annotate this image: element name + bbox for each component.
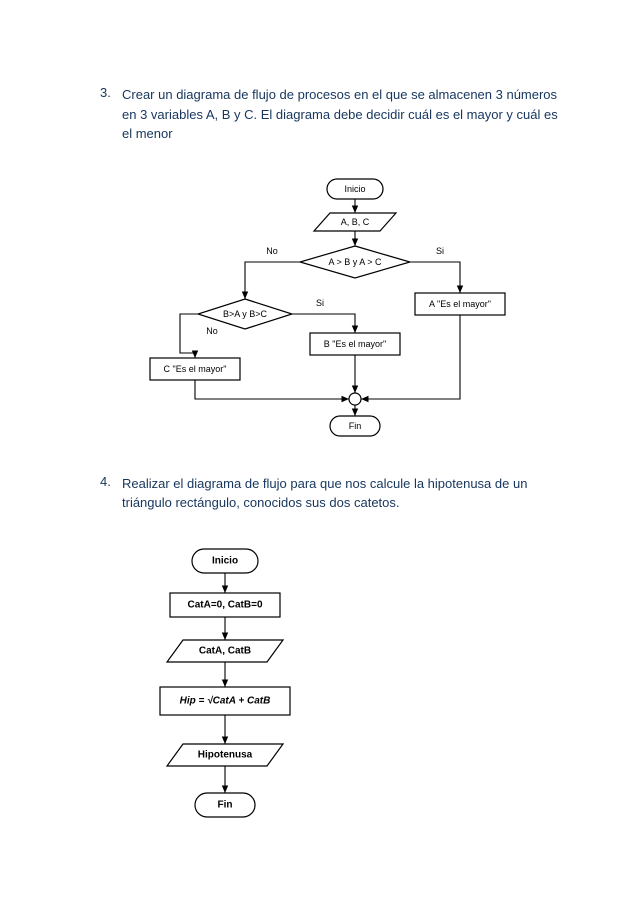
- svg-text:B "Es el mayor": B "Es el mayor": [324, 339, 386, 349]
- flowchart-1: Si No Si No Inicio A, B, C A > B y A > C A "Es …: [140, 174, 520, 444]
- flowchart-1-wrap: Si No Si No Inicio A, B, C A > B y A > C A "Es …: [140, 174, 558, 444]
- flowchart-2: Inicio CatA=0, CatB=0 CatA, CatB Hip = √Cat…: [130, 543, 330, 833]
- svg-text:Si: Si: [316, 298, 324, 308]
- svg-text:Fin: Fin: [349, 421, 362, 431]
- item-number: 3.: [100, 85, 122, 100]
- svg-text:CatA=0, CatB=0: CatA=0, CatB=0: [187, 599, 262, 610]
- svg-text:A > B y A > C: A > B y A > C: [328, 257, 382, 267]
- svg-text:Inicio: Inicio: [212, 555, 238, 566]
- flowchart-2-wrap: Inicio CatA=0, CatB=0 CatA, CatB Hip = √Cat…: [130, 543, 558, 833]
- svg-text:A "Es el mayor": A "Es el mayor": [429, 299, 491, 309]
- svg-text:No: No: [206, 326, 218, 336]
- svg-text:Fin: Fin: [218, 799, 233, 810]
- svg-text:No: No: [266, 246, 278, 256]
- item-number: 4.: [100, 474, 122, 489]
- svg-text:C "Es el mayor": C "Es el mayor": [164, 364, 227, 374]
- svg-text:Inicio: Inicio: [344, 184, 365, 194]
- svg-text:B>A y B>C: B>A y B>C: [223, 309, 268, 319]
- list-item-4: 4. Realizar el diagrama de flujo para qu…: [100, 474, 558, 513]
- item-text: Realizar el diagrama de flujo para que n…: [122, 474, 558, 513]
- svg-text:Si: Si: [436, 246, 444, 256]
- svg-text:Hipotenusa: Hipotenusa: [198, 749, 253, 760]
- document-page: 3. Crear un diagrama de flujo de proceso…: [0, 0, 638, 903]
- svg-text:Hip = √CatA + CatB: Hip = √CatA + CatB: [180, 695, 271, 706]
- svg-text:CatA, CatB: CatA, CatB: [199, 645, 251, 656]
- item-text: Crear un diagrama de flujo de procesos e…: [122, 85, 558, 144]
- list-item-3: 3. Crear un diagrama de flujo de proceso…: [100, 85, 558, 144]
- svg-text:A, B, C: A, B, C: [341, 217, 370, 227]
